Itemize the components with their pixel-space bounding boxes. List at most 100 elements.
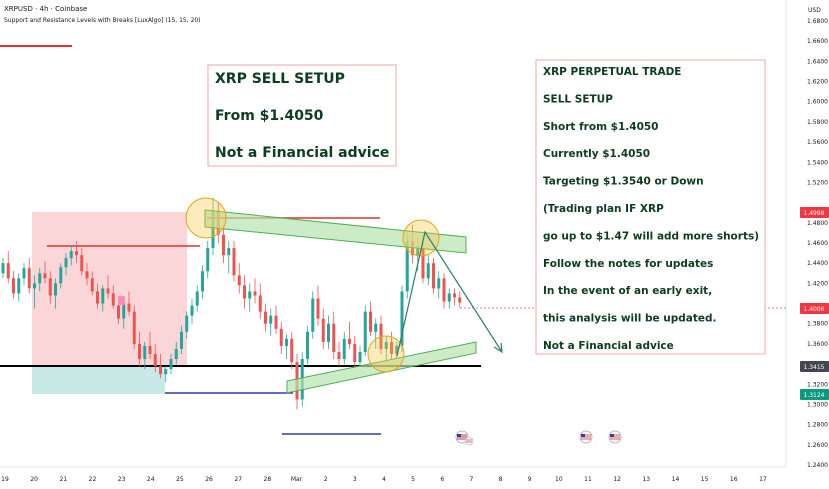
time-tick-label: 6 [440,476,444,483]
right-note-line: SELL SETUP [543,93,613,105]
candle [337,341,341,367]
candle [363,305,367,357]
time-tick-label: 10 [555,476,563,483]
right-note-line: this analysis will be updated. [543,313,717,325]
right-note-box [535,59,766,355]
candle [64,253,68,276]
candle [201,265,204,299]
svg-text:1.4006: 1.4006 [804,306,825,313]
candle [174,341,178,365]
candle [111,285,115,309]
highlight-circle-bottom [367,335,405,373]
right-note-line: Follow the notes for updates [543,258,713,270]
candle [327,315,330,349]
event-flag-icon[interactable] [608,430,622,444]
price-tick-label: 1.5600 [807,139,828,146]
time-axis[interactable]: 19 20 21 22 23 24 25 26 27 28 Mar 2 3 4 5 6 7 8 9 10 11 12 13 1… [1,476,767,483]
candle [232,240,236,282]
teal-zone [32,367,165,394]
candle [353,335,357,370]
candle [195,285,199,312]
highlight-circle-top [185,197,227,239]
time-tick-label: 22 [89,476,97,483]
candle [180,325,183,354]
candle [227,240,231,274]
candle [290,331,294,370]
price-tick-label: 1.5400 [807,159,828,166]
candle [90,271,94,296]
price-tick-label: 1.6600 [807,38,828,45]
candle [342,331,346,365]
price-tick-label: 1.3200 [807,381,828,388]
candle [369,301,372,336]
candle [127,291,131,316]
time-tick-label: 3 [353,476,357,483]
candle [96,283,99,309]
candle [143,341,147,370]
candle [285,333,288,360]
price-tick-label: 1.4800 [807,220,828,227]
time-tick-label: 20 [30,476,38,483]
candle [458,291,462,308]
time-tick-label: 17 [759,476,767,483]
left-note-line-2: From $1.4050 [215,108,324,124]
candle [316,285,320,326]
price-tick-label: 1.6200 [807,79,828,86]
candle [274,305,278,334]
price-tick-label: 1.3600 [807,341,828,348]
price-tick-label: 1.4200 [807,280,828,287]
time-tick-label: 8 [499,476,503,483]
price-badge: 1.4998 [800,207,829,218]
time-tick-label: 5 [411,476,415,483]
price-axis[interactable]: 1.6800 1.6600 1.6400 1.6200 1.6000 1.5800 1.56… [807,18,828,469]
candle [447,288,451,309]
svg-text:1.3124: 1.3124 [804,392,825,399]
price-tick-label: 1.3800 [807,321,828,328]
price-tick-label: 1.3000 [807,401,828,408]
time-tick-label: 9 [528,476,532,483]
left-note-box [207,64,397,167]
candle [453,288,456,306]
price-tick-label: 1.4400 [807,260,828,267]
candle [6,251,10,284]
candle [321,308,325,349]
candle [442,273,446,309]
highlight-circle-right [402,219,440,257]
candle [38,268,42,292]
candle [358,345,362,367]
candle [43,261,47,284]
break-marker-icon [118,296,125,305]
candle [75,240,78,264]
candle [80,248,84,276]
time-tick-label: 7 [469,476,473,483]
candle [269,308,273,336]
svg-text:1.3415: 1.3415 [804,364,825,371]
time-tick-label: 11 [584,476,592,483]
candle [437,271,441,299]
candle [85,263,89,286]
projection-arrowhead [493,342,503,354]
event-flag-icon[interactable] [579,430,593,444]
candle [132,305,136,349]
candle [101,285,105,312]
candle [237,263,241,294]
price-badge: 1.3124 [800,389,829,400]
upper-channel [204,209,467,254]
right-note-lines: XRP PERPETUAL TRADE SELL SETUP Short from … [543,66,759,352]
candle [348,321,351,349]
indicator-line: Support and Resistance Levels with Break… [4,17,201,24]
price-tick-label: 1.5800 [807,119,828,126]
right-note-line: Not a Financial advice [543,340,674,352]
candle [279,321,283,354]
price-tick-label: 1.5200 [807,179,828,186]
price-tick-label: 1.2800 [807,422,828,429]
time-tick-label: 21 [59,476,67,483]
price-tick-label: 1.4600 [807,240,828,247]
symbol-line: XRPUSD · 4h · Coinbase [4,5,87,13]
time-tick-label: 2 [324,476,328,483]
time-tick-label: 19 [1,476,9,483]
time-tick-label: 15 [701,476,709,483]
candle [374,318,378,349]
event-flag-icon[interactable] [464,436,474,446]
